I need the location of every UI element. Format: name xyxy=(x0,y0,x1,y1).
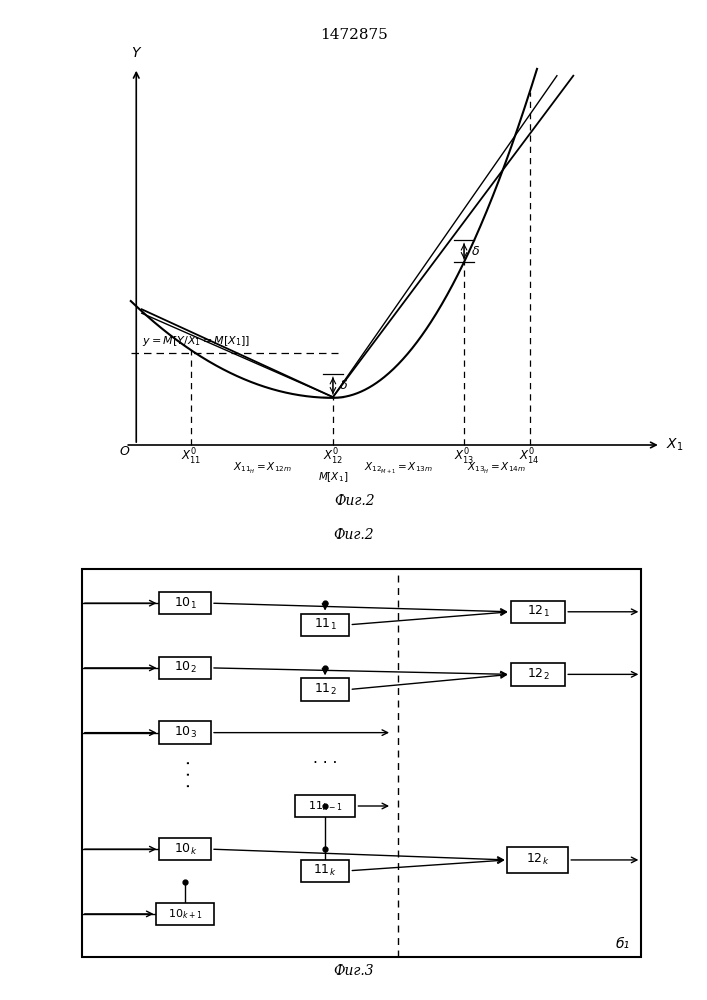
Text: . . .: . . . xyxy=(176,759,194,788)
Bar xyxy=(159,592,211,614)
Bar xyxy=(156,903,214,925)
Text: $Y$: $Y$ xyxy=(131,46,142,60)
Bar xyxy=(300,678,349,701)
Text: $X^0_{13}$: $X^0_{13}$ xyxy=(454,447,474,467)
Text: . . .: . . . xyxy=(313,751,337,766)
Bar xyxy=(510,663,566,686)
Text: $X^0_{11}$: $X^0_{11}$ xyxy=(181,447,201,467)
Text: $11_k$: $11_k$ xyxy=(313,863,337,878)
Bar xyxy=(159,657,211,679)
Bar xyxy=(508,847,568,873)
Text: $y=M[Y/X_1=M[X_1]]$: $y=M[Y/X_1=M[X_1]]$ xyxy=(141,334,250,348)
Text: $10_2$: $10_2$ xyxy=(174,660,197,675)
Text: $X_{13_H}=X_{14m}$: $X_{13_H}=X_{14m}$ xyxy=(467,461,526,476)
Text: $X_{12_{M+1}}=X_{13m}$: $X_{12_{M+1}}=X_{13m}$ xyxy=(364,461,433,476)
Bar xyxy=(300,860,349,882)
Text: $11_{k-1}$: $11_{k-1}$ xyxy=(308,799,342,813)
Text: $11_2$: $11_2$ xyxy=(314,682,337,697)
Text: $X_1$: $X_1$ xyxy=(666,437,684,453)
Bar xyxy=(159,721,211,744)
Text: $X_{11_H}=X_{12m}$: $X_{11_H}=X_{12m}$ xyxy=(233,461,291,476)
Text: $10_1$: $10_1$ xyxy=(174,596,197,611)
Text: $X^0_{14}$: $X^0_{14}$ xyxy=(520,447,540,467)
Text: Фиг.2: Фиг.2 xyxy=(333,528,374,542)
Text: $10_k$: $10_k$ xyxy=(173,842,197,857)
Text: $10_{k+1}$: $10_{k+1}$ xyxy=(168,907,202,921)
Bar xyxy=(159,838,211,860)
Text: $10_3$: $10_3$ xyxy=(174,725,197,740)
Text: $12_k$: $12_k$ xyxy=(526,852,549,867)
Text: б₁: б₁ xyxy=(616,937,630,951)
Bar xyxy=(510,601,566,623)
Text: $\delta$: $\delta$ xyxy=(339,379,349,392)
Bar xyxy=(300,614,349,636)
Text: $12_1$: $12_1$ xyxy=(527,604,549,619)
Text: 1472875: 1472875 xyxy=(320,28,387,42)
Text: $O$: $O$ xyxy=(119,445,131,458)
Text: Фиг.2: Фиг.2 xyxy=(334,494,375,508)
Text: $12_2$: $12_2$ xyxy=(527,667,549,682)
Text: Фиг.3: Фиг.3 xyxy=(333,964,374,978)
Text: $11_1$: $11_1$ xyxy=(314,617,337,632)
Text: $X^0_{12}$: $X^0_{12}$ xyxy=(323,447,343,467)
Text: $\delta$: $\delta$ xyxy=(471,245,479,258)
Bar xyxy=(295,795,356,817)
Text: $M[X_1]$: $M[X_1]$ xyxy=(318,471,348,484)
